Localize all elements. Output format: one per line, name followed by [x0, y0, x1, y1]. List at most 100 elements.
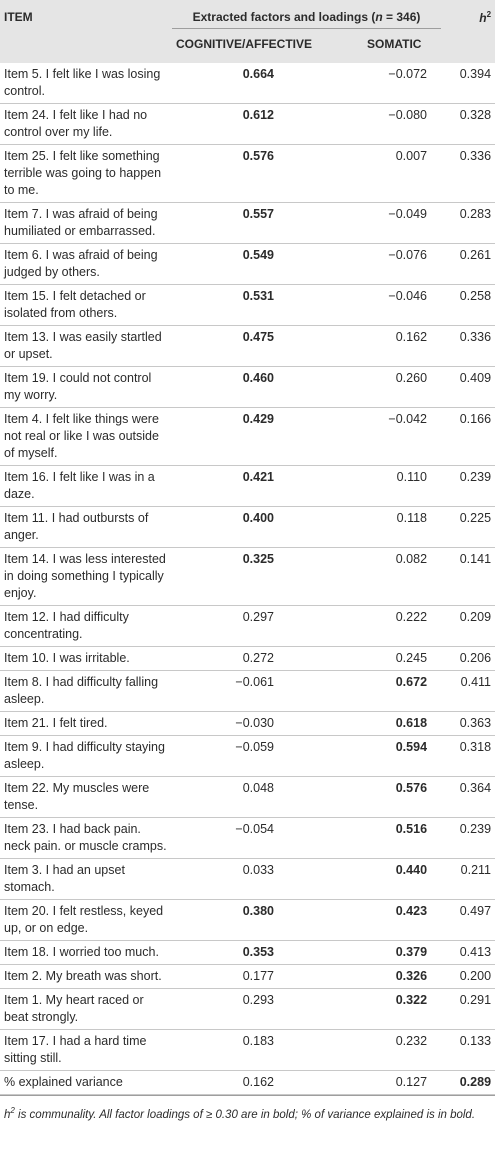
- loadings-table-container: ITEM Extracted factors and loadings (n =…: [0, 0, 495, 1124]
- footnote-text: is communality. All factor loadings of ≥…: [14, 1108, 476, 1121]
- footnote-h-superscript: 2: [10, 1106, 15, 1115]
- item-text-cell: Item 7. I was afraid of being humiliated…: [0, 202, 172, 244]
- factor-loadings-table: ITEM Extracted factors and loadings (n =…: [0, 0, 495, 1095]
- item-text-cell: Item 5. I felt like I was losing control…: [0, 63, 172, 104]
- communality-cell: 0.258: [441, 284, 495, 326]
- header-underline: [172, 28, 442, 29]
- communality-cell: 0.413: [441, 940, 495, 965]
- somatic-loading-cell: 0.379: [363, 940, 442, 965]
- cognitive-loading-cell: 0.353: [172, 940, 363, 965]
- table-row: Item 15. I felt detached or isolated fro…: [0, 284, 495, 326]
- communality-cell: 0.363: [441, 711, 495, 736]
- cognitive-loading-cell: 0.531: [172, 284, 363, 326]
- communality-cell: 0.209: [441, 605, 495, 647]
- item-text-cell: Item 22. My muscles were tense.: [0, 776, 172, 818]
- item-text-cell: Item 4. I felt like things were not real…: [0, 407, 172, 466]
- cognitive-loading-cell: 0.421: [172, 465, 363, 507]
- communality-cell: 0.289: [441, 1070, 495, 1095]
- item-text-cell: % explained variance: [0, 1070, 172, 1095]
- somatic-loading-cell: 0.245: [363, 646, 442, 671]
- cognitive-loading-cell: 0.177: [172, 964, 363, 989]
- cognitive-loading-cell: 0.664: [172, 63, 363, 104]
- cognitive-loading-cell: 0.400: [172, 506, 363, 548]
- communality-cell: 0.364: [441, 776, 495, 818]
- table-row: Item 2. My breath was short. 0.177 0.326 0.…: [0, 964, 495, 989]
- cognitive-loading-cell: −0.030: [172, 711, 363, 736]
- communality-cell: 0.141: [441, 547, 495, 606]
- somatic-loading-cell: −0.046: [363, 284, 442, 326]
- table-row: Item 11. I had outbursts of anger. 0.400 0…: [0, 506, 495, 548]
- item-text-cell: Item 20. I felt restless, keyed up, or o…: [0, 899, 172, 941]
- table-row: Item 7. I was afraid of being humiliated…: [0, 202, 495, 244]
- table-row: Item 10. I was irritable. 0.272 0.245 0.206: [0, 646, 495, 671]
- somatic-loading-cell: 0.232: [363, 1029, 442, 1071]
- table-row: Item 3. I had an upset stomach. 0.033 0.44…: [0, 858, 495, 900]
- table-footnote: h2 is communality. All factor loadings o…: [0, 1095, 495, 1124]
- item-text-cell: Item 12. I had difficulty concentrating.: [0, 605, 172, 647]
- table-row: Item 21. I felt tired. −0.030 0.618 0.363: [0, 711, 495, 736]
- communality-cell: 0.133: [441, 1029, 495, 1071]
- cognitive-loading-cell: 0.297: [172, 605, 363, 647]
- cognitive-loading-cell: 0.293: [172, 988, 363, 1030]
- item-text-cell: Item 18. I worried too much.: [0, 940, 172, 965]
- extracted-factors-header: Extracted factors and loadings (n = 346): [172, 0, 442, 28]
- cognitive-loading-cell: 0.183: [172, 1029, 363, 1071]
- item-column-header: ITEM: [0, 0, 172, 28]
- item-text-cell: Item 11. I had outbursts of anger.: [0, 506, 172, 548]
- table-row: Item 9. I had difficulty staying asleep.…: [0, 735, 495, 777]
- somatic-loading-cell: 0.326: [363, 964, 442, 989]
- somatic-loading-cell: −0.076: [363, 243, 442, 285]
- table-row: Item 5. I felt like I was losing control…: [0, 63, 495, 104]
- somatic-loading-cell: 0.594: [363, 735, 442, 777]
- item-text-cell: Item 15. I felt detached or isolated fro…: [0, 284, 172, 326]
- communality-cell: 0.409: [441, 366, 495, 408]
- cognitive-loading-cell: 0.033: [172, 858, 363, 900]
- somatic-loading-cell: 0.260: [363, 366, 442, 408]
- item-text-cell: Item 8. I had difficulty falling asleep.: [0, 670, 172, 712]
- cognitive-affective-header: COGNITIVE/AFFECTIVE: [172, 29, 363, 63]
- communality-cell: 0.239: [441, 465, 495, 507]
- communality-cell: 0.336: [441, 144, 495, 203]
- cognitive-loading-cell: −0.059: [172, 735, 363, 777]
- table-row: Item 13. I was easily startled or upset.…: [0, 325, 495, 367]
- cognitive-loading-cell: 0.576: [172, 144, 363, 203]
- table-row: Item 20. I felt restless, keyed up, or o…: [0, 899, 495, 941]
- item-text-cell: Item 3. I had an upset stomach.: [0, 858, 172, 900]
- table-row: Item 6. I was afraid of being judged by …: [0, 243, 495, 285]
- item-text-cell: Item 23. I had back pain. neck pain. or …: [0, 817, 172, 859]
- table-row: Item 23. I had back pain. neck pain. or …: [0, 817, 495, 859]
- cognitive-loading-cell: 0.557: [172, 202, 363, 244]
- item-text-cell: Item 25. I felt like something terrible …: [0, 144, 172, 203]
- communality-cell: 0.206: [441, 646, 495, 671]
- cognitive-loading-cell: 0.380: [172, 899, 363, 941]
- somatic-loading-cell: 0.007: [363, 144, 442, 203]
- somatic-loading-cell: 0.118: [363, 506, 442, 548]
- table-row: Item 16. I felt like I was in a daze. 0.4…: [0, 465, 495, 507]
- extracted-post: = 346): [382, 10, 421, 24]
- item-text-cell: Item 14. I was less interested in doing …: [0, 547, 172, 606]
- communality-header: h2: [441, 0, 495, 28]
- somatic-loading-cell: −0.080: [363, 103, 442, 145]
- communality-cell: 0.336: [441, 325, 495, 367]
- somatic-loading-cell: 0.110: [363, 465, 442, 507]
- table-row: Item 19. I could not control my worry. 0.…: [0, 366, 495, 408]
- communality-cell: 0.166: [441, 407, 495, 466]
- h-symbol: h: [479, 11, 487, 25]
- communality-cell: 0.211: [441, 858, 495, 900]
- item-text-cell: Item 17. I had a hard time sitting still…: [0, 1029, 172, 1071]
- item-text-cell: Item 6. I was afraid of being judged by …: [0, 243, 172, 285]
- cognitive-loading-cell: 0.612: [172, 103, 363, 145]
- somatic-loading-cell: 0.618: [363, 711, 442, 736]
- table-row: Item 17. I had a hard time sitting still…: [0, 1029, 495, 1071]
- cognitive-loading-cell: 0.429: [172, 407, 363, 466]
- cognitive-loading-cell: 0.325: [172, 547, 363, 606]
- cognitive-loading-cell: 0.272: [172, 646, 363, 671]
- table-row: % explained variance 0.162 0.127 0.289: [0, 1070, 495, 1095]
- item-text-cell: Item 19. I could not control my worry.: [0, 366, 172, 408]
- table-body: Item 5. I felt like I was losing control…: [0, 63, 495, 1095]
- communality-cell: 0.225: [441, 506, 495, 548]
- item-text-cell: Item 9. I had difficulty staying asleep.: [0, 735, 172, 777]
- item-text-cell: Item 24. I felt like I had no control ov…: [0, 103, 172, 145]
- somatic-loading-cell: 0.127: [363, 1070, 442, 1095]
- cognitive-loading-cell: 0.048: [172, 776, 363, 818]
